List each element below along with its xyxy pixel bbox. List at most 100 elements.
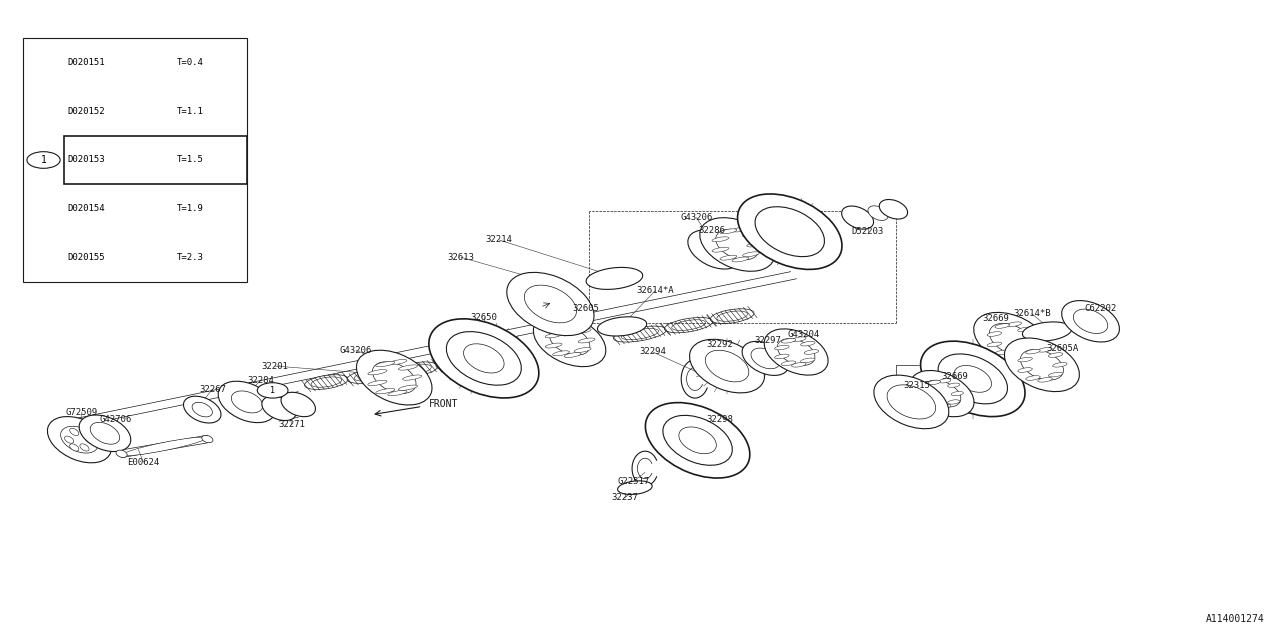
Text: D52203: D52203 <box>851 227 884 236</box>
Text: E00624: E00624 <box>127 458 160 467</box>
Text: 32315: 32315 <box>904 381 929 390</box>
Ellipse shape <box>732 257 749 262</box>
Ellipse shape <box>781 361 796 365</box>
Text: G22517: G22517 <box>617 477 650 486</box>
Ellipse shape <box>545 333 562 338</box>
Ellipse shape <box>429 319 539 398</box>
Ellipse shape <box>549 326 590 355</box>
Ellipse shape <box>232 391 262 413</box>
Text: 32214: 32214 <box>486 236 512 244</box>
Ellipse shape <box>1018 357 1033 362</box>
Ellipse shape <box>84 436 95 444</box>
Ellipse shape <box>1018 347 1032 351</box>
Ellipse shape <box>678 427 717 454</box>
Ellipse shape <box>579 338 595 343</box>
Ellipse shape <box>447 332 521 385</box>
Ellipse shape <box>920 341 1025 417</box>
Text: T=2.3: T=2.3 <box>177 253 204 262</box>
Ellipse shape <box>777 339 815 365</box>
Ellipse shape <box>1020 349 1064 380</box>
Text: T=1.1: T=1.1 <box>177 107 204 116</box>
Ellipse shape <box>712 237 728 242</box>
Ellipse shape <box>613 326 667 342</box>
Ellipse shape <box>947 383 960 387</box>
Ellipse shape <box>116 450 127 458</box>
Ellipse shape <box>598 317 646 336</box>
Ellipse shape <box>356 350 433 405</box>
Ellipse shape <box>938 379 951 383</box>
Ellipse shape <box>868 206 888 220</box>
Ellipse shape <box>1023 322 1071 341</box>
Ellipse shape <box>717 311 748 321</box>
Ellipse shape <box>401 364 431 374</box>
Ellipse shape <box>1007 322 1021 326</box>
Ellipse shape <box>974 312 1048 366</box>
Ellipse shape <box>1025 349 1041 354</box>
Ellipse shape <box>690 339 764 393</box>
Text: 32201: 32201 <box>262 362 288 371</box>
Ellipse shape <box>923 380 961 407</box>
Text: G43206: G43206 <box>339 346 372 355</box>
Ellipse shape <box>742 341 788 376</box>
Ellipse shape <box>987 342 1002 347</box>
Text: C62202: C62202 <box>1084 304 1117 313</box>
Text: 32286: 32286 <box>699 226 724 235</box>
Ellipse shape <box>774 354 788 359</box>
Text: 1: 1 <box>270 386 275 395</box>
Ellipse shape <box>69 428 79 436</box>
Ellipse shape <box>800 358 815 363</box>
Ellipse shape <box>781 339 796 343</box>
Ellipse shape <box>90 422 120 444</box>
Ellipse shape <box>394 362 438 377</box>
Ellipse shape <box>938 404 951 408</box>
Ellipse shape <box>202 435 212 443</box>
Text: 32237: 32237 <box>612 493 637 502</box>
Ellipse shape <box>262 396 296 420</box>
Ellipse shape <box>1038 348 1052 352</box>
Ellipse shape <box>705 350 749 382</box>
Ellipse shape <box>123 437 206 456</box>
Ellipse shape <box>1061 301 1120 342</box>
Text: 32669: 32669 <box>942 372 968 381</box>
Text: T=0.4: T=0.4 <box>177 58 204 67</box>
Ellipse shape <box>355 371 388 381</box>
Ellipse shape <box>954 365 992 392</box>
Ellipse shape <box>586 268 643 289</box>
Ellipse shape <box>922 396 934 400</box>
Ellipse shape <box>755 207 824 257</box>
Ellipse shape <box>442 358 467 369</box>
Ellipse shape <box>742 232 759 237</box>
Ellipse shape <box>791 337 806 342</box>
Text: 32297: 32297 <box>755 336 781 345</box>
Ellipse shape <box>183 396 221 423</box>
Ellipse shape <box>388 360 407 365</box>
Bar <box>23 38 247 282</box>
Ellipse shape <box>645 403 750 478</box>
Ellipse shape <box>1005 338 1079 392</box>
Ellipse shape <box>367 370 387 375</box>
Ellipse shape <box>987 332 1002 336</box>
Ellipse shape <box>842 206 873 229</box>
Ellipse shape <box>874 375 948 429</box>
Text: 32669: 32669 <box>983 314 1009 323</box>
Ellipse shape <box>719 229 737 234</box>
Ellipse shape <box>764 329 828 375</box>
Ellipse shape <box>372 362 416 394</box>
Ellipse shape <box>1018 368 1033 372</box>
Ellipse shape <box>800 341 815 346</box>
Ellipse shape <box>376 388 394 394</box>
Ellipse shape <box>938 354 1007 404</box>
Ellipse shape <box>534 314 605 367</box>
Ellipse shape <box>398 385 417 390</box>
Text: D020151: D020151 <box>68 58 105 67</box>
Ellipse shape <box>64 436 74 444</box>
Text: 32614*A: 32614*A <box>636 286 675 295</box>
Ellipse shape <box>664 317 713 333</box>
Ellipse shape <box>1052 362 1068 367</box>
Ellipse shape <box>1021 337 1037 342</box>
Ellipse shape <box>1007 352 1021 356</box>
Ellipse shape <box>60 426 99 453</box>
Ellipse shape <box>347 368 396 383</box>
Ellipse shape <box>687 230 741 269</box>
Text: T=1.5: T=1.5 <box>177 156 204 164</box>
